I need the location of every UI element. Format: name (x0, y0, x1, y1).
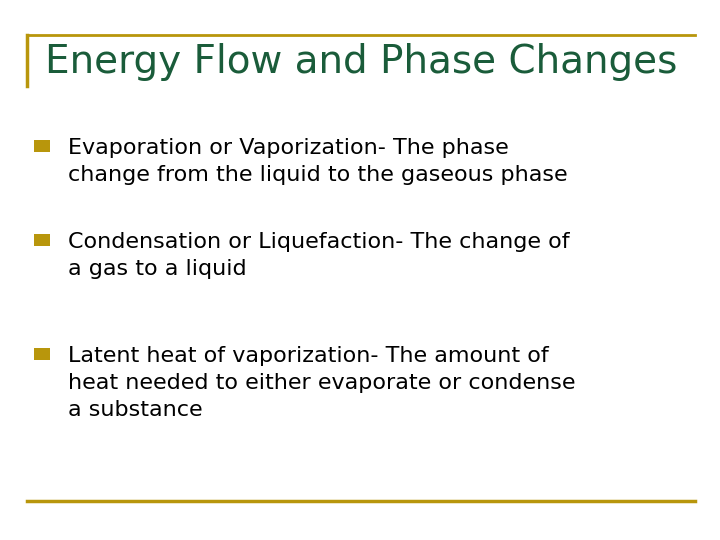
Text: Latent heat of vaporization- The amount of
heat needed to either evaporate or co: Latent heat of vaporization- The amount … (68, 346, 576, 420)
Bar (34, 140, 50, 152)
Bar (34, 348, 50, 360)
Text: Evaporation or Vaporization- The phase
change from the liquid to the gaseous pha: Evaporation or Vaporization- The phase c… (68, 138, 568, 185)
Text: Condensation or Liquefaction- The change of
a gas to a liquid: Condensation or Liquefaction- The change… (68, 232, 570, 279)
Text: Energy Flow and Phase Changes: Energy Flow and Phase Changes (45, 43, 677, 81)
Bar (34, 234, 50, 246)
